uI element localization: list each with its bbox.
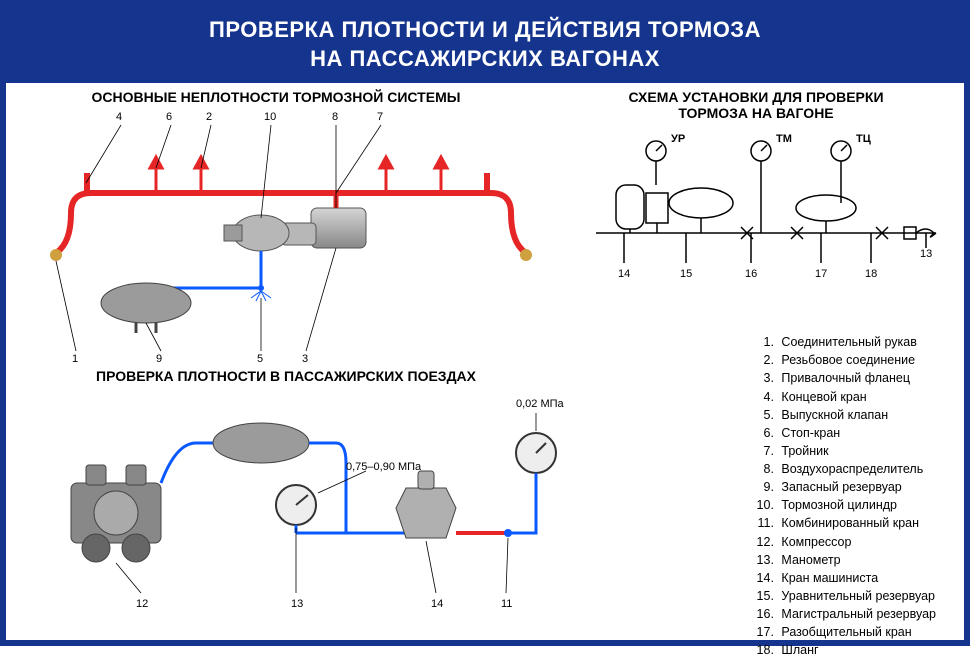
legend-item: 12. Компрессор	[752, 533, 936, 551]
legend-num: 11.	[752, 514, 774, 532]
s-callout-14: 14	[618, 268, 630, 280]
legend-text: Тройник	[778, 444, 829, 458]
legend-text: Комбинированный кран	[778, 516, 919, 530]
legend-item: 11. Комбинированный кран	[752, 514, 936, 532]
callout-7: 7	[377, 111, 383, 123]
callout-2: 2	[206, 111, 212, 123]
legend-num: 4.	[752, 388, 774, 406]
legend-item: 6. Стоп-кран	[752, 424, 936, 442]
b-callout-12: 12	[136, 598, 148, 610]
section-title-right-l1: СХЕМА УСТАНОВКИ ДЛЯ ПРОВЕРКИ	[576, 89, 936, 105]
label-ur: УР	[671, 133, 685, 145]
legend-text: Соединительный рукав	[778, 335, 917, 349]
legend-num: 10.	[752, 496, 774, 514]
legend-item: 16. Магистральный резервуар	[752, 605, 936, 623]
legend-text: Концевой кран	[778, 390, 867, 404]
callout-10: 10	[264, 111, 276, 123]
legend-num: 16.	[752, 605, 774, 623]
legend-text: Воздухораспределитель	[778, 462, 923, 476]
legend-item: 10. Тормозной цилиндр	[752, 496, 936, 514]
pressure-low-label: 0,02 МПа	[516, 398, 564, 410]
legend-num: 8.	[752, 460, 774, 478]
legend-num: 5.	[752, 406, 774, 424]
legend-text: Разобщительный кран	[778, 625, 912, 639]
s-callout-15: 15	[680, 268, 692, 280]
section-title-right-l2: ТОРМОЗА НА ВАГОНЕ	[576, 105, 936, 121]
b-callout-11: 11	[501, 598, 512, 610]
legend-num: 1.	[752, 333, 774, 351]
callout-3: 3	[302, 353, 308, 365]
legend-item: 13. Манометр	[752, 551, 936, 569]
legend-item: 4. Концевой кран	[752, 388, 936, 406]
callout-9: 9	[156, 353, 162, 365]
legend-item: 18. Шланг	[752, 641, 936, 659]
legend-text: Магистральный резервуар	[778, 607, 936, 621]
legend-num: 12.	[752, 533, 774, 551]
legend-num: 9.	[752, 478, 774, 496]
top-callouts-row: 4 6 2 10 8 7	[36, 111, 546, 127]
schematic-callouts: 14 15 16 17 18 13	[586, 268, 946, 284]
b-callout-14: 14	[431, 598, 443, 610]
legend-text: Уравнительный резервуар	[778, 589, 935, 603]
s-callout-17: 17	[815, 268, 827, 280]
legend-item: 8. Воздухораспределитель	[752, 460, 936, 478]
callout-5: 5	[257, 353, 263, 365]
legend-num: 18.	[752, 641, 774, 659]
legend-num: 15.	[752, 587, 774, 605]
legend-num: 3.	[752, 369, 774, 387]
s-callout-13: 13	[920, 248, 932, 260]
legend-num: 13.	[752, 551, 774, 569]
legend-text: Тормозной цилиндр	[778, 498, 897, 512]
bottom-callouts: 12 13 14 11	[36, 598, 576, 614]
legend-item: 2. Резьбовое соединение	[752, 351, 936, 369]
legend-item: 7. Тройник	[752, 442, 936, 460]
top-callouts-bottom-row: 1 9 5 3	[36, 353, 546, 369]
legend-num: 2.	[752, 351, 774, 369]
section-title-bottom: ПРОВЕРКА ПЛОТНОСТИ В ПАССАЖИРСКИХ ПОЕЗДА…	[66, 368, 506, 384]
legend-text: Привалочный фланец	[778, 371, 910, 385]
legend-num: 17.	[752, 623, 774, 641]
legend-item: 1. Соединительный рукав	[752, 333, 936, 351]
legend-text: Запасный резервуар	[778, 480, 902, 494]
label-tm: ТМ	[776, 133, 792, 145]
legend-item: 9. Запасный резервуар	[752, 478, 936, 496]
legend-item: 15. Уравнительный резервуар	[752, 587, 936, 605]
legend-text: Шланг	[778, 643, 819, 657]
label-tc: ТЦ	[856, 133, 871, 145]
legend-num: 7.	[752, 442, 774, 460]
bottom-diagram	[36, 393, 576, 623]
b-callout-13: 13	[291, 598, 303, 610]
legend-item: 17. Разобщительный кран	[752, 623, 936, 641]
legend-list: 1. Соединительный рукав2. Резьбовое соед…	[752, 333, 936, 659]
legend-text: Стоп-кран	[778, 426, 840, 440]
title-line1: ПРОВЕРКА ПЛОТНОСТИ И ДЕЙСТВИЯ ТОРМОЗА	[26, 16, 944, 45]
legend-text: Кран машиниста	[778, 571, 878, 585]
top-left-diagram	[36, 113, 546, 363]
poster-frame: ПРОВЕРКА ПЛОТНОСТИ И ДЕЙСТВИЯ ТОРМОЗА НА…	[0, 0, 970, 646]
legend-text: Выпускной клапан	[778, 408, 888, 422]
title-bar: ПРОВЕРКА ПЛОТНОСТИ И ДЕЙСТВИЯ ТОРМОЗА НА…	[6, 6, 964, 83]
s-callout-16: 16	[745, 268, 757, 280]
legend-item: 14. Кран машиниста	[752, 569, 936, 587]
section-title-left: ОСНОВНЫЕ НЕПЛОТНОСТИ ТОРМОЗНОЙ СИСТЕМЫ	[46, 89, 506, 105]
legend-item: 3. Привалочный фланец	[752, 369, 936, 387]
pressure-range-label: 0,75–0,90 МПа	[346, 461, 421, 473]
legend-num: 6.	[752, 424, 774, 442]
callout-8: 8	[332, 111, 338, 123]
legend-text: Компрессор	[778, 535, 852, 549]
legend-text: Манометр	[778, 553, 841, 567]
legend-text: Резьбовое соединение	[778, 353, 915, 367]
callout-1: 1	[72, 353, 78, 365]
callout-4: 4	[116, 111, 122, 123]
title-line2: НА ПАССАЖИРСКИХ ВАГОНАХ	[26, 45, 944, 74]
s-callout-18: 18	[865, 268, 877, 280]
legend-num: 14.	[752, 569, 774, 587]
section-title-right: СХЕМА УСТАНОВКИ ДЛЯ ПРОВЕРКИ ТОРМОЗА НА …	[576, 89, 936, 121]
callout-6: 6	[166, 111, 172, 123]
content-area: ОСНОВНЫЕ НЕПЛОТНОСТИ ТОРМОЗНОЙ СИСТЕМЫ С…	[6, 83, 964, 635]
legend-item: 5. Выпускной клапан	[752, 406, 936, 424]
